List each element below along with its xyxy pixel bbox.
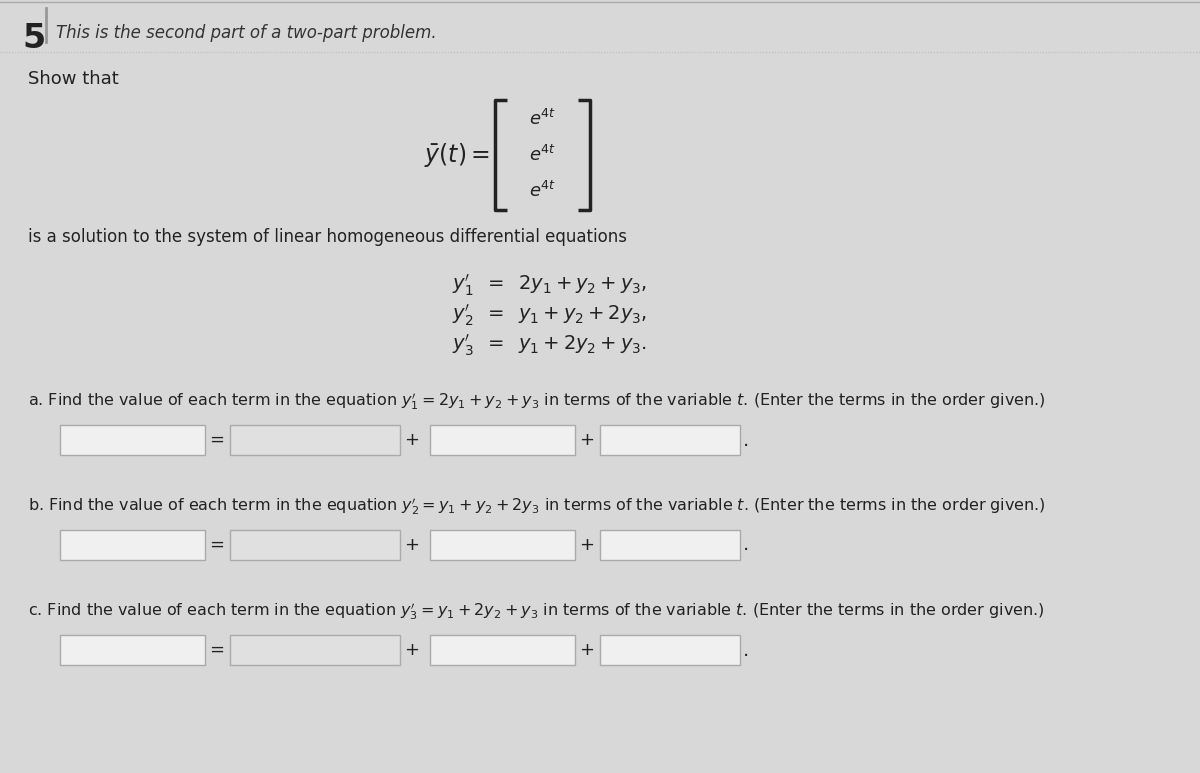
Text: 5: 5 [22, 22, 46, 55]
Text: $\bar{y}(t) =$: $\bar{y}(t) =$ [424, 141, 490, 169]
FancyBboxPatch shape [600, 635, 740, 665]
Text: c. Find the value of each term in the equation $y_3' = y_1 + 2y_2 + y_3$ in term: c. Find the value of each term in the eq… [28, 600, 1044, 621]
Text: a. Find the value of each term in the equation $y_1' = 2y_1 + y_2 + y_3$ in term: a. Find the value of each term in the eq… [28, 390, 1045, 412]
Text: .: . [743, 536, 749, 554]
Text: +: + [580, 641, 594, 659]
FancyBboxPatch shape [430, 425, 575, 455]
Text: +: + [404, 641, 420, 659]
Text: $y_2'\;\;=\;\;y_1 + y_2 + 2y_3,$: $y_2'\;\;=\;\;y_1 + y_2 + 2y_3,$ [452, 302, 648, 328]
Text: is a solution to the system of linear homogeneous differential equations: is a solution to the system of linear ho… [28, 228, 628, 246]
Text: +: + [404, 536, 420, 554]
Text: $y_3'\;\;=\;\;y_1 + 2y_2 + y_3.$: $y_3'\;\;=\;\;y_1 + 2y_2 + y_3.$ [452, 332, 648, 357]
FancyBboxPatch shape [430, 635, 575, 665]
Text: This is the second part of a two-part problem.: This is the second part of a two-part pr… [56, 24, 437, 42]
FancyBboxPatch shape [60, 635, 205, 665]
Text: .: . [743, 431, 749, 450]
FancyBboxPatch shape [230, 530, 400, 560]
FancyBboxPatch shape [430, 530, 575, 560]
FancyBboxPatch shape [60, 530, 205, 560]
FancyBboxPatch shape [230, 425, 400, 455]
Text: +: + [580, 536, 594, 554]
Text: +: + [404, 431, 420, 449]
FancyBboxPatch shape [230, 635, 400, 665]
Text: =: = [210, 536, 224, 554]
Text: $e^{4t}$: $e^{4t}$ [529, 181, 557, 201]
Text: =: = [210, 431, 224, 449]
Text: $y_1'\;\;=\;\;2y_1 + y_2 + y_3,$: $y_1'\;\;=\;\;2y_1 + y_2 + y_3,$ [452, 272, 648, 298]
Text: .: . [743, 641, 749, 659]
Text: =: = [210, 641, 224, 659]
Text: Show that: Show that [28, 70, 119, 88]
FancyBboxPatch shape [600, 530, 740, 560]
FancyBboxPatch shape [600, 425, 740, 455]
Text: b. Find the value of each term in the equation $y_2' = y_1 + y_2 + 2y_3$ in term: b. Find the value of each term in the eq… [28, 495, 1046, 517]
Text: +: + [580, 431, 594, 449]
FancyBboxPatch shape [60, 425, 205, 455]
Text: $e^{4t}$: $e^{4t}$ [529, 109, 557, 129]
Text: $e^{4t}$: $e^{4t}$ [529, 145, 557, 165]
